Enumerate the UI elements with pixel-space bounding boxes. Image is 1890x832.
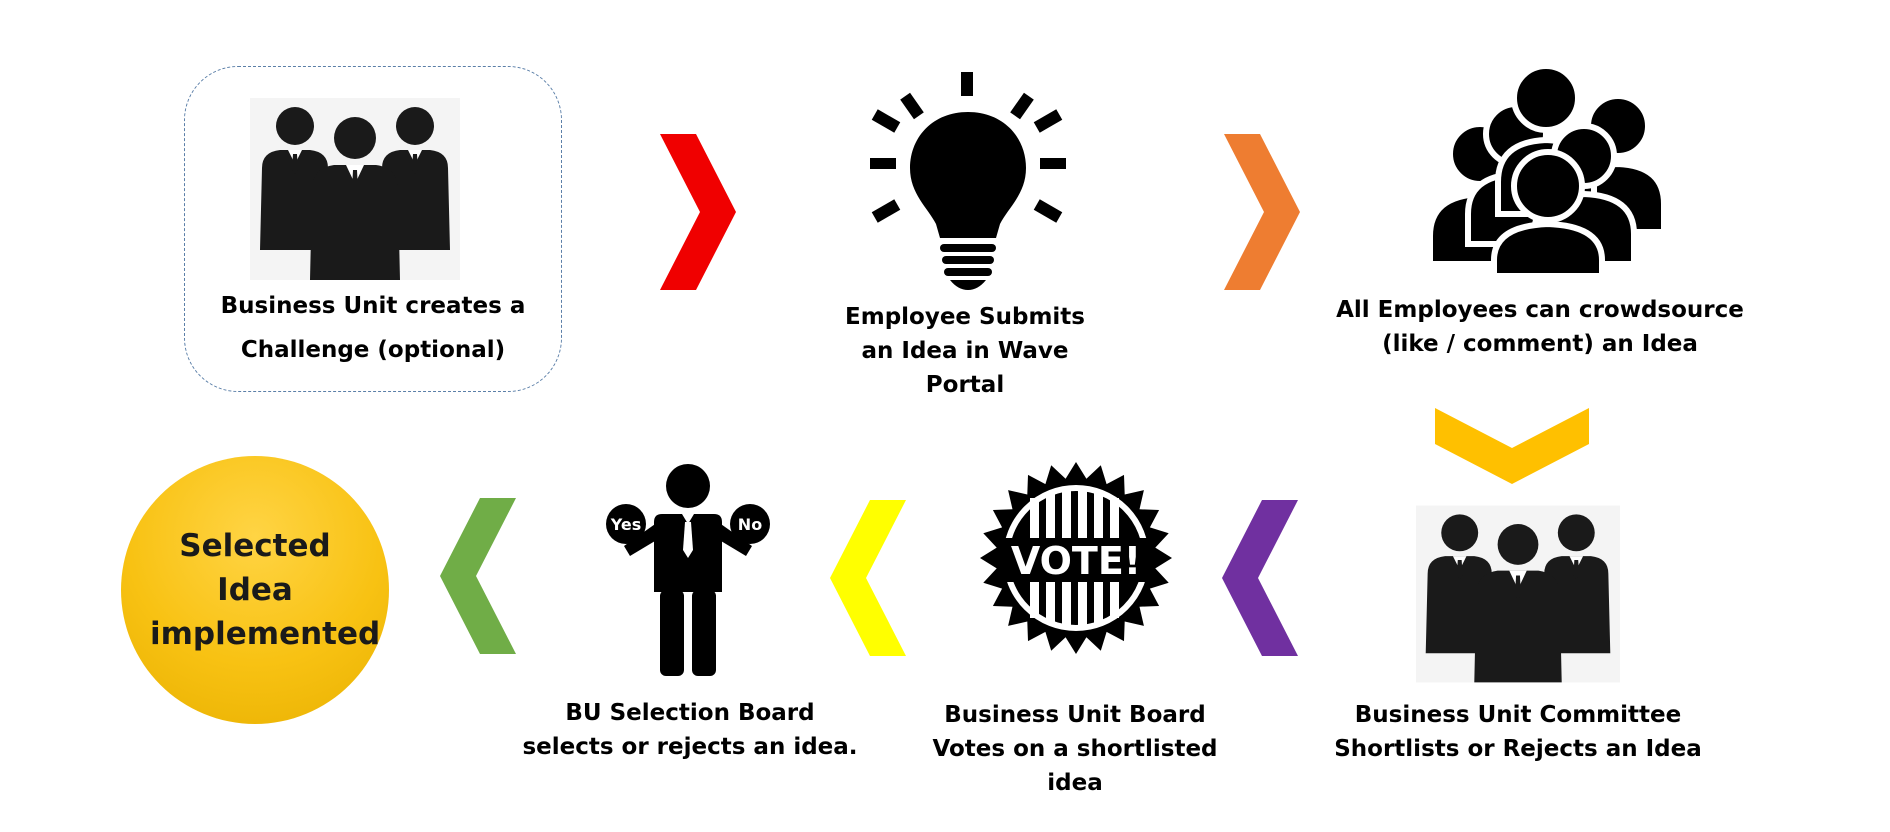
no-text: No (738, 515, 762, 534)
lightbulb-icon (870, 72, 1066, 290)
committee-people-icon (1416, 505, 1620, 683)
vote-badge-text: VOTE! (1011, 539, 1141, 583)
final-step-circle: Selected Idea implemented (121, 456, 389, 724)
submit-step-label: Employee Submits an Idea in Wave Portal (845, 304, 1085, 398)
challenge-step-box (184, 66, 562, 392)
select-step-label: BU Selection Board selects or rejects an… (522, 700, 858, 760)
vote-badge-icon: VOTE! (980, 462, 1172, 654)
chevron-down-amber-icon (1435, 408, 1589, 484)
yes-text: Yes (610, 515, 642, 534)
vote-step-label: Business Unit Board Votes on a shortlist… (932, 702, 1218, 796)
chevron-left-green-icon (440, 498, 516, 654)
chevron-right-red-icon (660, 134, 736, 290)
chevron-left-yellow-icon (830, 500, 906, 656)
business-people-icon (250, 98, 460, 280)
chevron-right-orange-icon (1224, 134, 1300, 290)
challenge-step-label: Business Unit creates a Challenge (optio… (220, 293, 526, 363)
chevron-left-purple-icon (1222, 500, 1298, 656)
final-step-label: Selected Idea implemented (150, 528, 381, 652)
crowd-icon (1427, 63, 1667, 279)
shortlist-step-label: Business Unit Committee Shortlists or Re… (1334, 702, 1702, 762)
decision-person-icon: Yes No (606, 464, 770, 676)
crowdsource-step-label: All Employees can crowdsource (like / co… (1336, 297, 1744, 357)
